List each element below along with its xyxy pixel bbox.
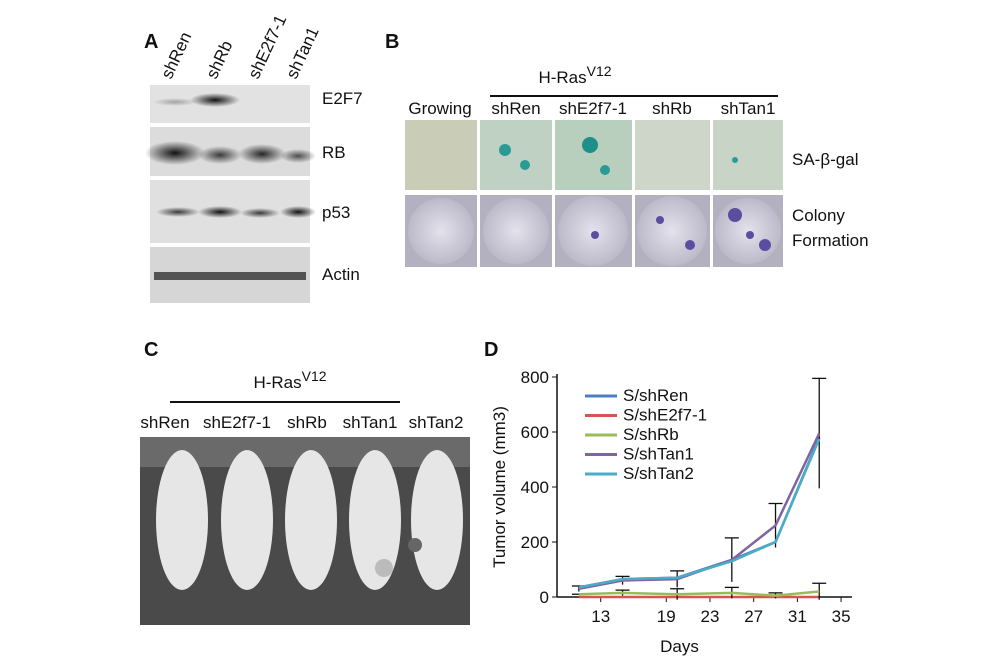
y-tick-label: 800	[521, 368, 549, 387]
series-line	[578, 437, 821, 589]
legend-label: S/shE2f7-1	[623, 406, 707, 425]
row-label: SA-β-gal	[792, 150, 858, 169]
lane-label: shTan1	[282, 24, 322, 82]
band-label: RB	[322, 143, 346, 162]
mouse-image	[140, 437, 470, 625]
y-axis-label: Tumor volume (mm3)	[490, 406, 509, 568]
x-tick-label: 27	[744, 607, 763, 626]
x-tick-label: 35	[832, 607, 851, 626]
group-title: H-Ras	[253, 373, 301, 392]
x-tick-label: 31	[788, 607, 807, 626]
x-tick-label: 23	[701, 607, 720, 626]
series-line	[578, 590, 820, 597]
band-label: p53	[322, 203, 350, 222]
row-label: Formation	[792, 231, 869, 250]
column-label: shRen	[491, 99, 540, 118]
group-title: H-Ras	[538, 68, 586, 87]
line-chart: 0 200 400 600 800 13 19 23 27 31 35 Days Tumor volum…	[490, 368, 852, 656]
legend-label: S/shRb	[623, 425, 679, 444]
series-line	[578, 432, 821, 590]
x-tick-label: 19	[657, 607, 676, 626]
column-label: shTan1	[343, 413, 398, 432]
column-label: shTan2	[409, 413, 464, 432]
row-label: Colony	[792, 206, 845, 225]
y-tick-label: 600	[521, 423, 549, 442]
band-label: E2F7	[322, 89, 363, 108]
lane-label: shRen	[157, 29, 195, 82]
x-axis-label: Days	[660, 637, 699, 656]
column-label: shRb	[287, 413, 327, 432]
legend-label: S/shRen	[623, 386, 688, 405]
x-tick-label: 13	[591, 607, 610, 626]
series-line	[578, 438, 821, 589]
panel-label: B	[385, 31, 399, 53]
group-label: H-RasV12	[538, 63, 611, 87]
column-label: shTan1	[721, 99, 776, 118]
panel-label: A	[144, 31, 158, 53]
lane-label: shRb	[202, 38, 236, 82]
cell-images	[405, 120, 783, 267]
legend-label: S/shTan1	[623, 445, 694, 464]
column-label: shRen	[140, 413, 189, 432]
y-tick-label: 400	[521, 478, 549, 497]
y-tick-label: 200	[521, 533, 549, 552]
legend-label: S/shTan2	[623, 464, 694, 483]
column-label: shRb	[652, 99, 692, 118]
column-label: Growing	[408, 99, 471, 118]
column-label: shE2f7-1	[203, 413, 271, 432]
panel-label: D	[484, 339, 498, 361]
group-label: H-RasV12	[253, 368, 326, 392]
column-label: shE2f7-1	[559, 99, 627, 118]
panel-label: C	[144, 339, 158, 361]
group-superscript: V12	[587, 63, 612, 79]
group-superscript: V12	[302, 368, 327, 384]
western-blot	[145, 85, 316, 303]
band-label: Actin	[322, 265, 360, 284]
y-tick-label: 0	[540, 588, 549, 607]
